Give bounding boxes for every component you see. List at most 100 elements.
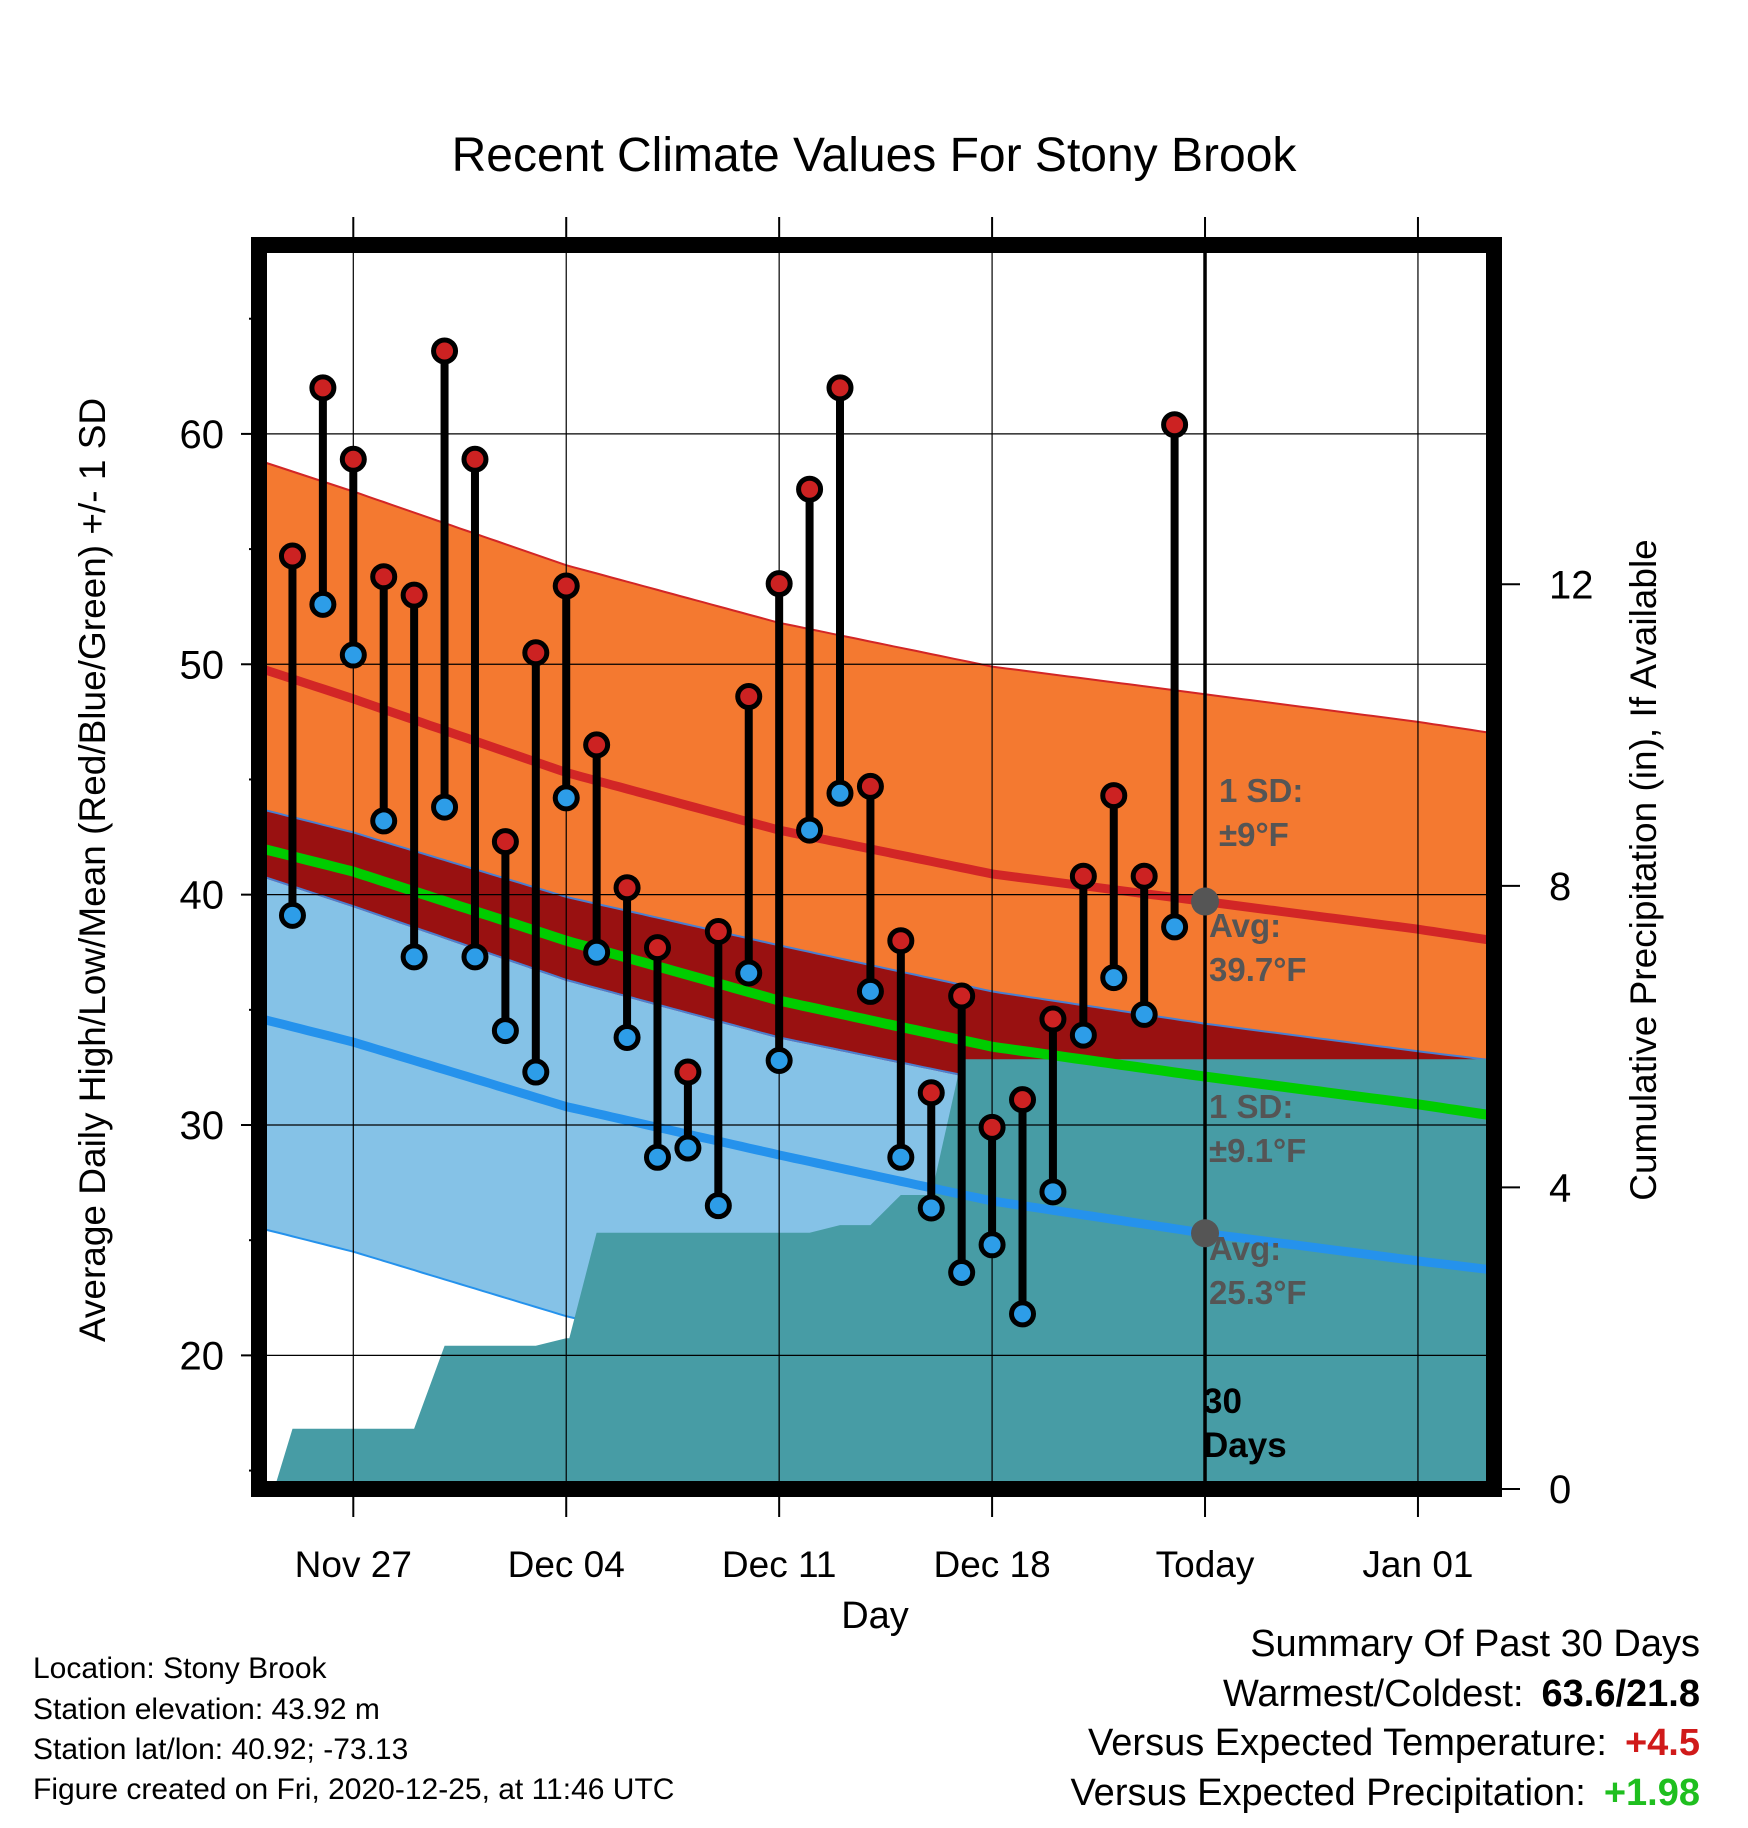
high-point-21 — [917, 1079, 945, 1107]
summary-temp-row: Versus Expected Temperature: +4.5 — [1088, 1722, 1700, 1765]
low-point-20 — [887, 1143, 915, 1171]
annotation-4-line-2: Days — [1203, 1426, 1287, 1465]
annotation-1-line-1: Avg: — [1209, 907, 1281, 944]
summary-warm-cold-value: 63.6/21.8 — [1541, 1673, 1700, 1715]
x-tick-label-14: Dec 11 — [722, 1544, 837, 1585]
high-point-22 — [948, 982, 976, 1010]
x-tick-label-0: Nov 27 — [295, 1544, 412, 1585]
low-point-22 — [948, 1258, 976, 1286]
high-point-14 — [704, 918, 732, 946]
high-point-7 — [491, 828, 519, 856]
high-point-2 — [339, 445, 367, 473]
low-point-23 — [978, 1231, 1006, 1259]
normal-high-line — [260, 664, 1494, 946]
low-point-15 — [735, 959, 763, 987]
high-point-18 — [826, 374, 854, 402]
low-point-4 — [400, 943, 428, 971]
high-point-4 — [400, 581, 428, 609]
y-tick-label-30: 30 — [180, 1104, 225, 1148]
chart-title: Recent Climate Values For Stony Brook — [451, 129, 1297, 182]
low-point-26 — [1069, 1021, 1097, 1049]
low-point-19 — [856, 977, 884, 1005]
low-point-14 — [704, 1192, 732, 1220]
annotation-4-line-1: 30 — [1203, 1382, 1242, 1421]
high-point-23 — [978, 1113, 1006, 1141]
normal-low-line — [260, 1014, 1494, 1275]
summary-temp-label: Versus Expected Temperature: — [1088, 1722, 1607, 1764]
summary-precip-label: Versus Expected Precipitation: — [1070, 1772, 1586, 1814]
annotation-0-line-2: ±9°F — [1219, 816, 1289, 853]
annotation-3-line-2: 25.3°F — [1209, 1274, 1307, 1311]
y-tick-label-50: 50 — [180, 643, 225, 687]
low-point-16 — [765, 1047, 793, 1075]
x-tick-label-28: Today — [1156, 1544, 1255, 1585]
y-tick-label-20: 20 — [180, 1334, 225, 1378]
precipitation-area — [274, 1059, 1494, 1489]
plot-frame — [251, 237, 1502, 1497]
avg-high-marker — [1191, 887, 1220, 916]
x-tick-label-21: Dec 18 — [933, 1544, 1050, 1585]
low-point-27 — [1100, 964, 1128, 992]
high-point-24 — [1009, 1086, 1037, 1114]
low-point-21 — [917, 1194, 945, 1222]
low-point-13 — [674, 1134, 702, 1162]
annotation-2-line-2: ±9.1°F — [1209, 1132, 1306, 1169]
high-point-25 — [1039, 1005, 1067, 1033]
y-tick-right-label-4: 4 — [1549, 1166, 1571, 1210]
low-point-7 — [491, 1017, 519, 1045]
low-point-6 — [461, 943, 489, 971]
high-point-13 — [674, 1058, 702, 1086]
high-point-20 — [887, 927, 915, 955]
y-tick-label-40: 40 — [180, 874, 225, 918]
high-point-11 — [613, 874, 641, 902]
footer-created: Figure created on Fri, 2020-12-25, at 11… — [33, 1773, 675, 1806]
high-point-26 — [1069, 862, 1097, 890]
low-point-25 — [1039, 1178, 1067, 1206]
low-point-29 — [1161, 913, 1189, 941]
normal-mean-line — [260, 843, 1494, 1121]
summary-precip-value: +1.98 — [1603, 1772, 1700, 1814]
avg-low-marker — [1191, 1219, 1220, 1248]
summary-temp-value: +4.5 — [1624, 1722, 1700, 1764]
high-point-6 — [461, 445, 489, 473]
high-point-10 — [583, 731, 611, 759]
high-point-12 — [643, 934, 671, 962]
high-point-9 — [552, 572, 580, 600]
plot-area: 1 SD: ±9°F Avg: 39.7°F 1 SD: ±9.1°F Avg: 25.3°F… — [259, 245, 1494, 1489]
high-point-16 — [765, 570, 793, 598]
low-point-8 — [522, 1058, 550, 1086]
footer-latlon: Station lat/lon: 40.92; -73.13 — [33, 1733, 409, 1766]
high-point-5 — [431, 337, 459, 365]
low-point-10 — [583, 938, 611, 966]
footer-elevation: Station elevation: 43.92 m — [33, 1693, 380, 1726]
low-point-18 — [826, 779, 854, 807]
high-point-19 — [856, 772, 884, 800]
x-axis-label: Day — [841, 1595, 909, 1637]
footer-location: Location: Stony Brook — [33, 1652, 327, 1685]
high-point-3 — [370, 563, 398, 591]
y-tick-right-label-8: 8 — [1549, 865, 1571, 909]
high-point-17 — [796, 475, 824, 503]
high-point-27 — [1100, 782, 1128, 810]
y-tick-right-label-12: 12 — [1549, 563, 1594, 607]
high-point-8 — [522, 639, 550, 667]
low-point-12 — [643, 1143, 671, 1171]
low-point-11 — [613, 1023, 641, 1051]
annotation-3-line-1: Avg: — [1209, 1230, 1281, 1267]
summary-warm-cold-row: Warmest/Coldest: 63.6/21.8 — [1223, 1673, 1700, 1716]
low-point-1 — [309, 590, 337, 618]
low-point-28 — [1130, 1000, 1158, 1028]
annotation-1-line-2: 39.7°F — [1209, 951, 1307, 988]
low-point-17 — [796, 816, 824, 844]
high-point-1 — [309, 374, 337, 402]
summary-precip-row: Versus Expected Precipitation: +1.98 — [1070, 1772, 1700, 1815]
summary-heading: Summary Of Past 30 Days — [1250, 1623, 1700, 1665]
x-tick-label-7: Dec 04 — [508, 1544, 625, 1585]
summary-warm-cold-label: Warmest/Coldest: — [1222, 1673, 1524, 1715]
low-point-2 — [339, 641, 367, 669]
y-tick-right-label-0: 0 — [1549, 1468, 1571, 1512]
low-point-0 — [278, 901, 306, 929]
high-point-0 — [278, 542, 306, 570]
low-point-5 — [431, 793, 459, 821]
